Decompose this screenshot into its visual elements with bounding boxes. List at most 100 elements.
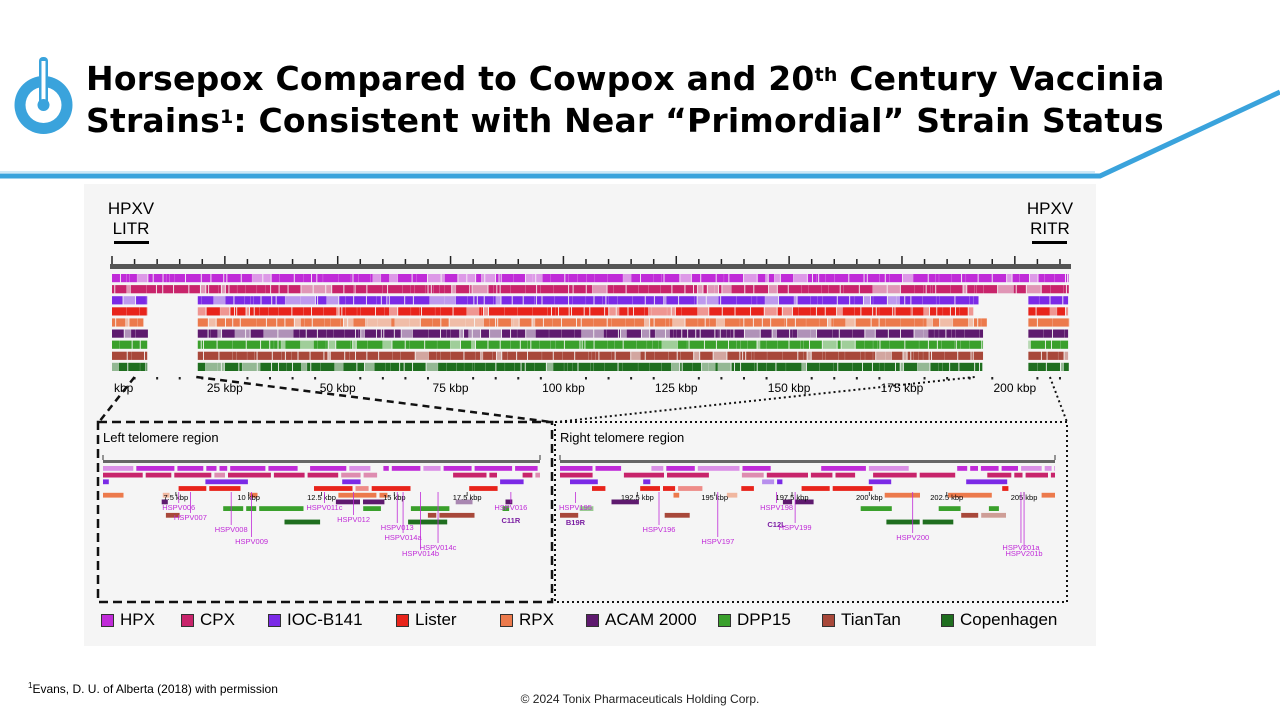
- gene-block: [1014, 472, 1023, 478]
- gene-block: [145, 472, 172, 478]
- alignment-segment: [978, 274, 992, 283]
- gene-block: [835, 472, 856, 478]
- alignment-segment: [838, 351, 845, 360]
- alignment-segment: [128, 362, 140, 371]
- alignment-segment: [715, 362, 718, 371]
- gene-block: [349, 466, 371, 471]
- alignment-segment: [919, 340, 928, 349]
- alignment-segment: [786, 362, 802, 371]
- left-telomere-tick-label: 15 kbp: [383, 493, 406, 502]
- alignment-segment: [1046, 362, 1060, 371]
- gene-block: [174, 472, 212, 478]
- alignment-segment: [918, 351, 923, 360]
- gene-block: [742, 466, 771, 471]
- alignment-segment: [384, 307, 390, 316]
- gene-label-hspv196: HSPV196: [643, 525, 676, 534]
- alignment-segment: [467, 296, 474, 305]
- alignment-segment: [246, 340, 261, 349]
- gene-label-hspv008: HSPV008: [215, 525, 248, 534]
- gene-block: [884, 492, 920, 498]
- alignment-segment: [1029, 274, 1038, 283]
- alignment-segment: [569, 296, 573, 305]
- decorative-header-lines: [0, 89, 1280, 179]
- gene-block: [741, 486, 754, 491]
- alignment-segment: [855, 318, 871, 327]
- alignment-segment: [877, 340, 880, 349]
- legend-label: DPP15: [737, 610, 791, 629]
- alignment-segment: [730, 329, 734, 338]
- gene-block: [259, 506, 304, 511]
- alignment-segment: [277, 318, 285, 327]
- alignment-segment: [370, 274, 373, 283]
- alignment-segment: [754, 362, 757, 371]
- legend-label: Lister: [415, 610, 457, 629]
- alignment-segment: [885, 318, 901, 327]
- alignment-segment: [241, 274, 252, 283]
- alignment-segment: [803, 340, 809, 349]
- alignment-segment: [1037, 318, 1053, 327]
- alignment-segment: [542, 351, 553, 360]
- alignment-segment: [594, 329, 604, 338]
- alignment-segment: [130, 285, 147, 294]
- right-telomere-axis-line: [560, 460, 1055, 463]
- alignment-segment: [590, 362, 594, 371]
- gene-block: [500, 479, 524, 485]
- alignment-segment: [687, 340, 689, 349]
- alignment-segment: [565, 274, 569, 283]
- alignment-segment: [300, 340, 314, 349]
- alignment-segment: [716, 340, 728, 349]
- gene-block: [103, 492, 124, 498]
- alignment-segment: [400, 362, 404, 371]
- alignment-segment: [923, 285, 926, 294]
- alignment-segment: [257, 285, 266, 294]
- alignment-segment: [123, 296, 136, 305]
- gene-block: [355, 486, 369, 491]
- alignment-segment: [299, 329, 306, 338]
- alignment-segment: [648, 307, 652, 316]
- gene-block: [177, 466, 204, 471]
- alignment-segment: [707, 285, 715, 294]
- legend-swatch: [181, 613, 194, 627]
- alignment-segment: [926, 285, 931, 294]
- zoom-connector-right-a: [555, 376, 975, 423]
- alignment-segment: [353, 340, 356, 349]
- alignment-segment: [606, 329, 618, 338]
- alignment-segment: [381, 329, 384, 338]
- gene-block: [136, 466, 175, 471]
- alignment-segment: [900, 318, 915, 327]
- alignment-segment: [501, 296, 512, 305]
- alignment-segment: [517, 307, 533, 316]
- alignment-segment: [659, 340, 662, 349]
- gene-block: [868, 479, 892, 485]
- alignment-segment: [722, 307, 735, 316]
- alignment-segment: [928, 340, 937, 349]
- axis-dot: [855, 377, 858, 380]
- alignment-segment: [982, 340, 984, 349]
- alignment-segment: [467, 274, 476, 283]
- alignment-segment: [887, 285, 900, 294]
- alignment-segment: [381, 274, 390, 283]
- alignment-segment: [345, 351, 350, 360]
- alignment-segment: [497, 351, 502, 360]
- axis-dot: [584, 377, 587, 380]
- alignment-segment: [475, 351, 481, 360]
- gene-block: [455, 499, 473, 505]
- gene-block: [522, 472, 533, 478]
- alignment-segment: [616, 307, 619, 316]
- gene-block: [868, 466, 909, 471]
- alignment-segment: [355, 285, 367, 294]
- alignment-segment: [863, 296, 871, 305]
- alignment-segment: [392, 351, 401, 360]
- alignment-segment: [757, 296, 765, 305]
- alignment-segment: [272, 362, 278, 371]
- alignment-segment: [526, 329, 536, 338]
- alignment-segment: [252, 274, 263, 283]
- alignment-segment: [140, 362, 146, 371]
- alignment-segment: [953, 318, 968, 327]
- alignment-segment: [390, 362, 400, 371]
- alignment-segment: [535, 329, 549, 338]
- alignment-segment: [260, 362, 272, 371]
- alignment-segment: [797, 296, 811, 305]
- itr-left-bracket: [114, 241, 149, 244]
- alignment-segment: [618, 362, 623, 371]
